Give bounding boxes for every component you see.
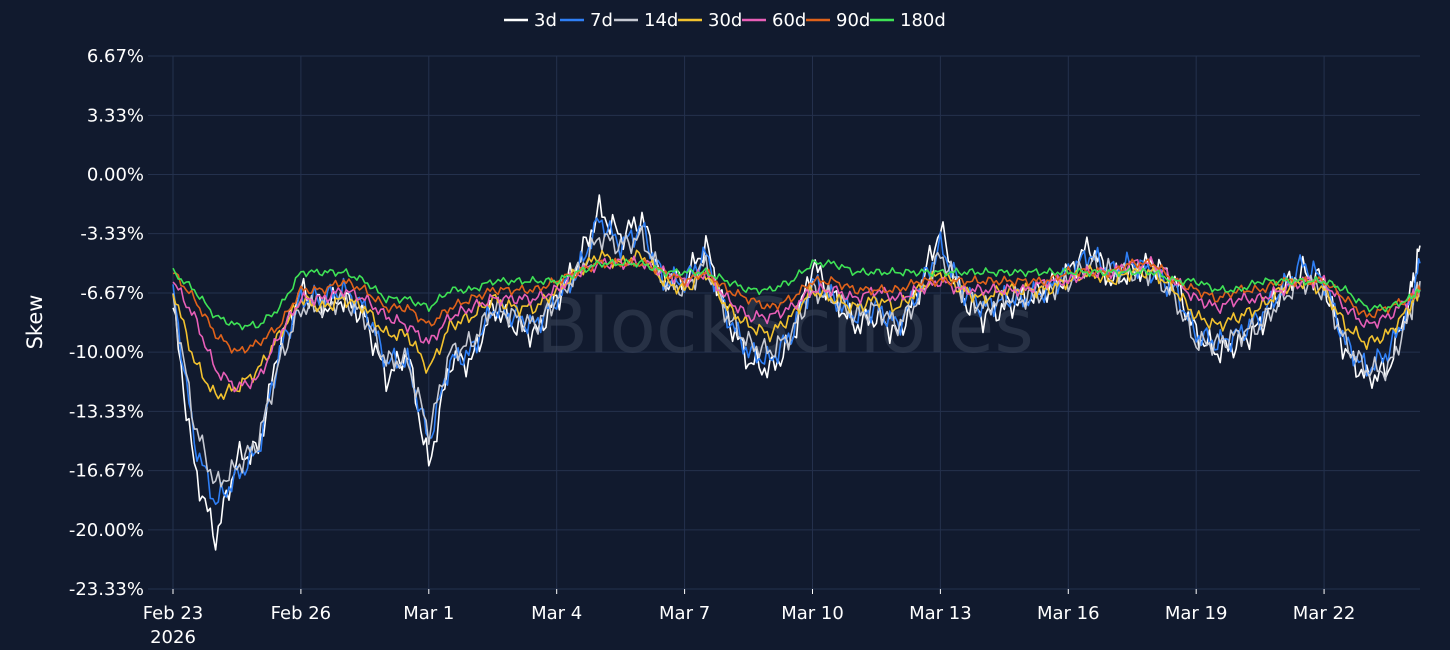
- legend-item-14d[interactable]: 14d: [614, 10, 678, 31]
- legend-item-60d[interactable]: 60d: [742, 10, 806, 31]
- y-tick-label: -13.33%: [69, 401, 144, 422]
- y-tick-label: -6.67%: [80, 283, 144, 304]
- legend-label: 180d: [900, 10, 946, 31]
- series-line-60d: [172, 255, 1421, 393]
- y-tick-label: -3.33%: [80, 224, 144, 245]
- series-line-14d: [172, 225, 1421, 488]
- legend-label: 14d: [644, 10, 678, 31]
- series-line-3d: [172, 194, 1421, 551]
- legend-label: 30d: [708, 10, 742, 31]
- series-lines: [172, 194, 1421, 551]
- x-tick-year-label: 2026: [150, 627, 196, 648]
- y-axis-title: Skew: [23, 295, 47, 350]
- legend-item-180d[interactable]: 180d: [870, 10, 946, 31]
- watermark: BlockScholes: [536, 281, 1034, 370]
- legend-label: 7d: [590, 10, 613, 31]
- x-axis-ticks: Feb 23 2026 Feb 26 Mar 1 Mar 4 Mar 7 Mar 10 Mar…: [143, 589, 1356, 648]
- y-tick-label: -10.00%: [69, 342, 144, 363]
- y-tick-label: 0.00%: [87, 165, 144, 186]
- x-tick-label: Mar 1: [403, 603, 454, 624]
- x-tick-label: Mar 10: [781, 603, 844, 624]
- x-tick-label: Mar 13: [909, 603, 972, 624]
- series-line-30d: [172, 249, 1421, 400]
- y-tick-label: 6.67%: [87, 46, 144, 67]
- x-tick-label: Mar 16: [1037, 603, 1100, 624]
- legend-label: 3d: [534, 10, 557, 31]
- legend-item-3d[interactable]: 3d: [504, 10, 557, 31]
- legend: 3d 7d 14d 30d 60d 90d 180d: [504, 10, 946, 31]
- x-tick-label: Mar 19: [1165, 603, 1228, 624]
- y-axis-ticks: 6.67% 3.33% 0.00% -3.33% -6.67% -10.00% -13.33…: [69, 46, 144, 600]
- legend-item-90d[interactable]: 90d: [806, 10, 870, 31]
- legend-item-7d[interactable]: 7d: [560, 10, 613, 31]
- y-tick-label: 3.33%: [87, 105, 144, 126]
- y-tick-label: -16.67%: [69, 461, 144, 482]
- y-tick-label: -20.00%: [69, 520, 144, 541]
- legend-label: 60d: [772, 10, 806, 31]
- series-line-90d: [172, 257, 1421, 354]
- series-line-180d: [172, 258, 1421, 331]
- y-tick-label: -23.33%: [69, 579, 144, 600]
- x-tick-label: Feb 23: [143, 603, 204, 624]
- x-tick-label: Feb 26: [271, 603, 332, 624]
- x-tick-label: Mar 4: [531, 603, 582, 624]
- legend-label: 90d: [836, 10, 870, 31]
- legend-item-30d[interactable]: 30d: [678, 10, 742, 31]
- x-tick-label: Mar 7: [659, 603, 710, 624]
- x-tick-label: Mar 22: [1293, 603, 1356, 624]
